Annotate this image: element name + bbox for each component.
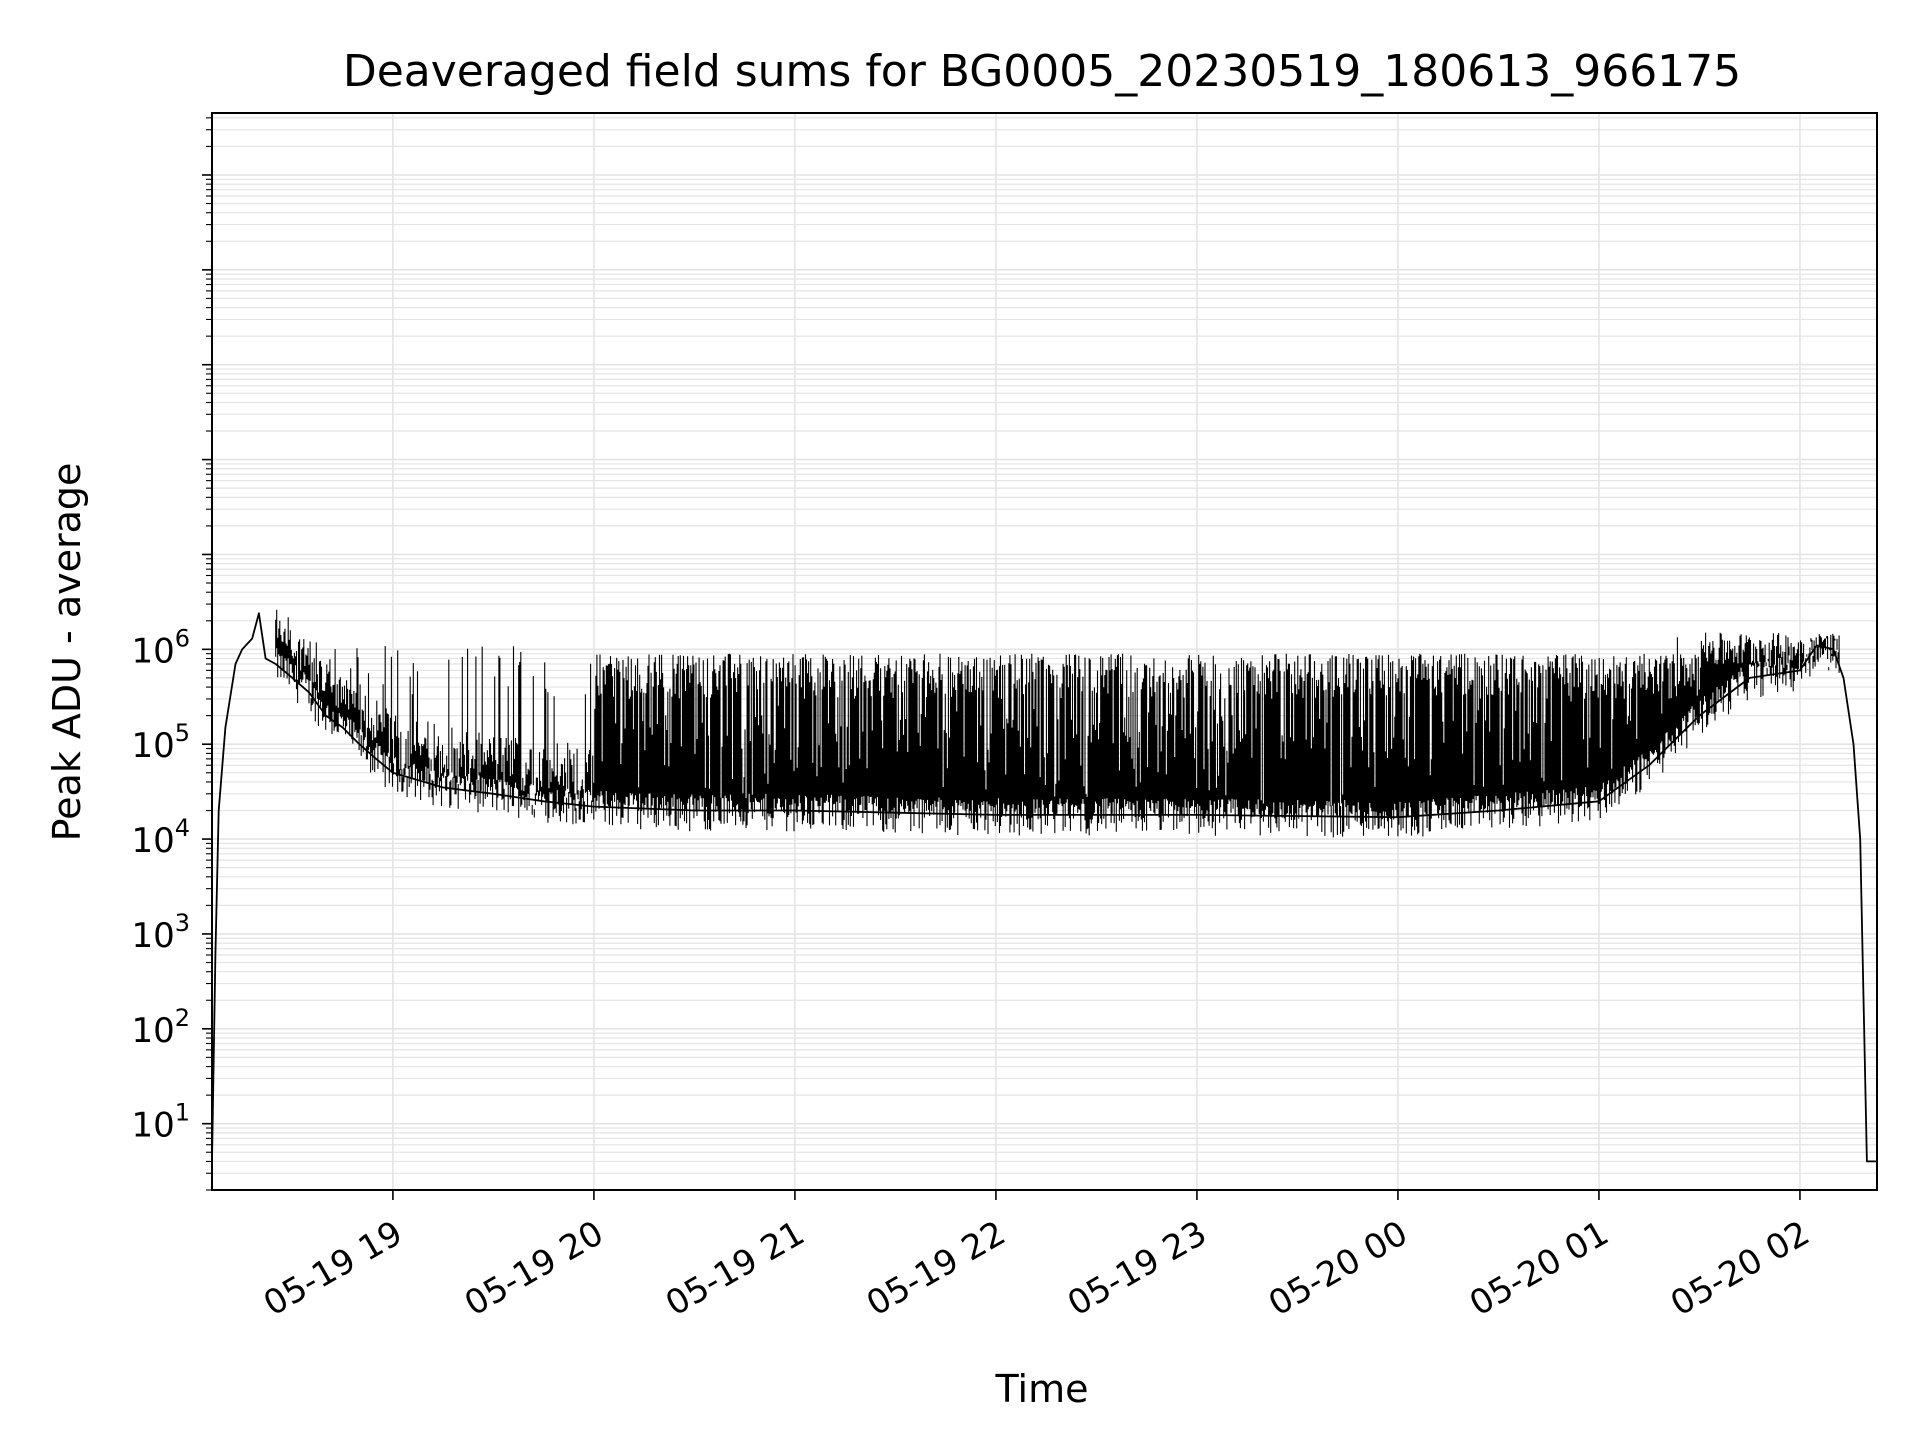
y-tick-label: 106: [131, 624, 190, 671]
y-tick-label: 105: [131, 719, 190, 766]
y-tick-label: 102: [131, 1004, 190, 1051]
y-axis: 101 102 103 104 105 106: [131, 117, 212, 1191]
chart-title: Deaveraged field sums for BG0005_2023051…: [343, 46, 1741, 97]
series-spikes: [275, 609, 1840, 838]
y-tick-label: 103: [131, 909, 190, 956]
y-axis-label: Peak ADU - average: [45, 463, 89, 842]
series-group: [211, 609, 1877, 1163]
plot-frame: [211, 112, 1878, 1191]
y-tick-label: 104: [131, 814, 190, 861]
series-line: [211, 612, 1877, 1163]
x-axis-label: Time: [995, 1367, 1089, 1411]
plot-area: [211, 112, 1878, 1191]
y-tick-label: 101: [131, 1099, 190, 1146]
grid: [212, 113, 1877, 1191]
